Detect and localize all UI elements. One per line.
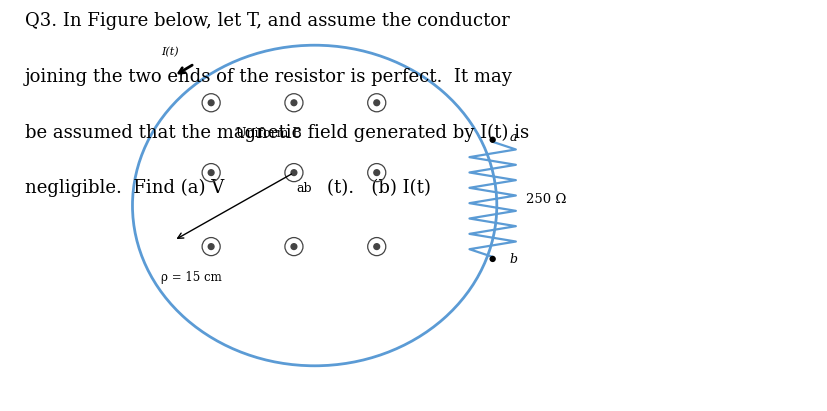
Text: Q3. In Figure below, let T, and assume the conductor: Q3. In Figure below, let T, and assume t… bbox=[25, 12, 509, 30]
Text: I(t): I(t) bbox=[161, 47, 179, 58]
Ellipse shape bbox=[490, 256, 495, 261]
Ellipse shape bbox=[374, 100, 379, 106]
Ellipse shape bbox=[208, 170, 213, 175]
Text: a: a bbox=[509, 131, 516, 144]
Text: Uniform B: Uniform B bbox=[236, 127, 301, 140]
Text: joining the two ends of the resistor is perfect.  It may: joining the two ends of the resistor is … bbox=[25, 68, 512, 86]
Text: ρ = 15 cm: ρ = 15 cm bbox=[161, 271, 222, 284]
Ellipse shape bbox=[490, 137, 495, 142]
Ellipse shape bbox=[374, 170, 379, 175]
Text: b: b bbox=[509, 253, 517, 266]
Text: ab: ab bbox=[296, 182, 312, 195]
Ellipse shape bbox=[291, 170, 296, 175]
Ellipse shape bbox=[208, 100, 213, 106]
Text: negligible.  Find (a) V: negligible. Find (a) V bbox=[25, 179, 224, 197]
Ellipse shape bbox=[291, 100, 296, 106]
Ellipse shape bbox=[291, 244, 296, 249]
Text: be assumed that the magnetic field generated by I(t) is: be assumed that the magnetic field gener… bbox=[25, 123, 528, 141]
Text: (t).   (b) I(t): (t). (b) I(t) bbox=[327, 179, 430, 197]
Ellipse shape bbox=[208, 244, 213, 249]
Text: 250 Ω: 250 Ω bbox=[525, 193, 566, 206]
Ellipse shape bbox=[374, 244, 379, 249]
